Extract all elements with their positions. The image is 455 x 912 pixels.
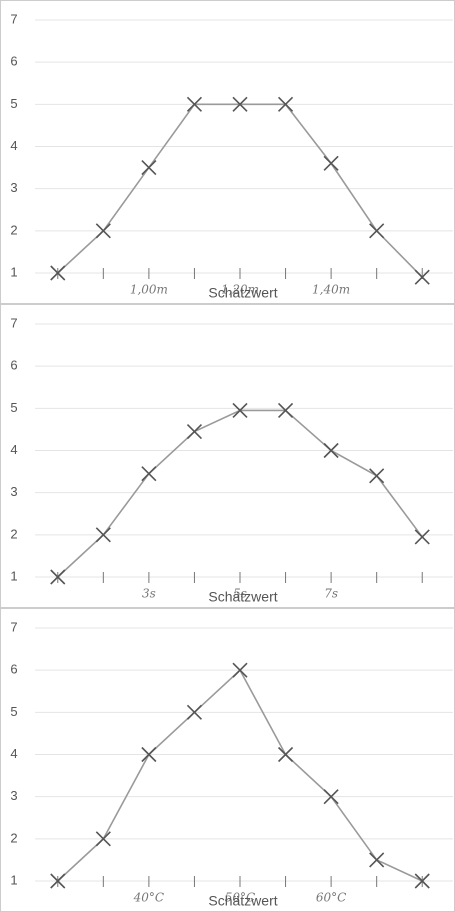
panel-frame [1,1,455,304]
x-tick-label: 3s [142,587,156,601]
page: 12345671,00m1,20m1,40mSchätzwert12345673… [0,0,455,912]
chart-stack: 12345671,00m1,20m1,40mSchätzwert12345673… [0,0,455,912]
y-tick-label: 7 [10,315,17,330]
y-tick-label: 5 [10,400,17,415]
y-tick-label: 3 [10,484,17,499]
y-tick-label: 2 [10,830,17,845]
x-tick-label: 40°C [133,891,164,905]
data-marker [187,425,201,439]
y-tick-label: 1 [10,264,17,279]
y-tick-label: 6 [10,54,17,69]
data-marker [370,853,384,867]
y-tick-label: 2 [10,222,17,237]
x-tick-label: 7s [324,587,338,601]
x-axis-label: Schätzwert [208,893,277,909]
x-axis-label: Schätzwert [208,589,277,605]
y-tick-label: 4 [10,138,17,153]
y-tick-label: 7 [10,11,17,26]
y-tick-label: 5 [10,96,17,111]
panel-frame [1,609,455,912]
data-line [58,410,422,577]
data-marker [324,156,338,170]
data-marker [142,161,156,175]
data-marker [415,530,429,544]
y-tick-label: 4 [10,746,17,761]
y-tick-label: 6 [10,358,17,373]
data-line [58,104,422,277]
y-tick-label: 3 [10,180,17,195]
y-tick-label: 4 [10,442,17,457]
data-line [58,670,422,881]
data-marker [370,469,384,483]
panel-frame [1,305,455,608]
y-tick-label: 1 [10,568,17,583]
x-tick-label: 60°C [316,891,346,905]
x-axis-label: Schätzwert [208,285,277,301]
y-tick-label: 2 [10,526,17,541]
data-marker [142,467,156,481]
y-tick-label: 3 [10,788,17,803]
y-tick-label: 7 [10,619,17,634]
y-tick-label: 1 [10,872,17,887]
x-tick-label: 1,00m [130,283,168,297]
y-tick-label: 5 [10,704,17,719]
x-tick-label: 1,40m [312,283,350,297]
y-tick-label: 6 [10,662,17,677]
